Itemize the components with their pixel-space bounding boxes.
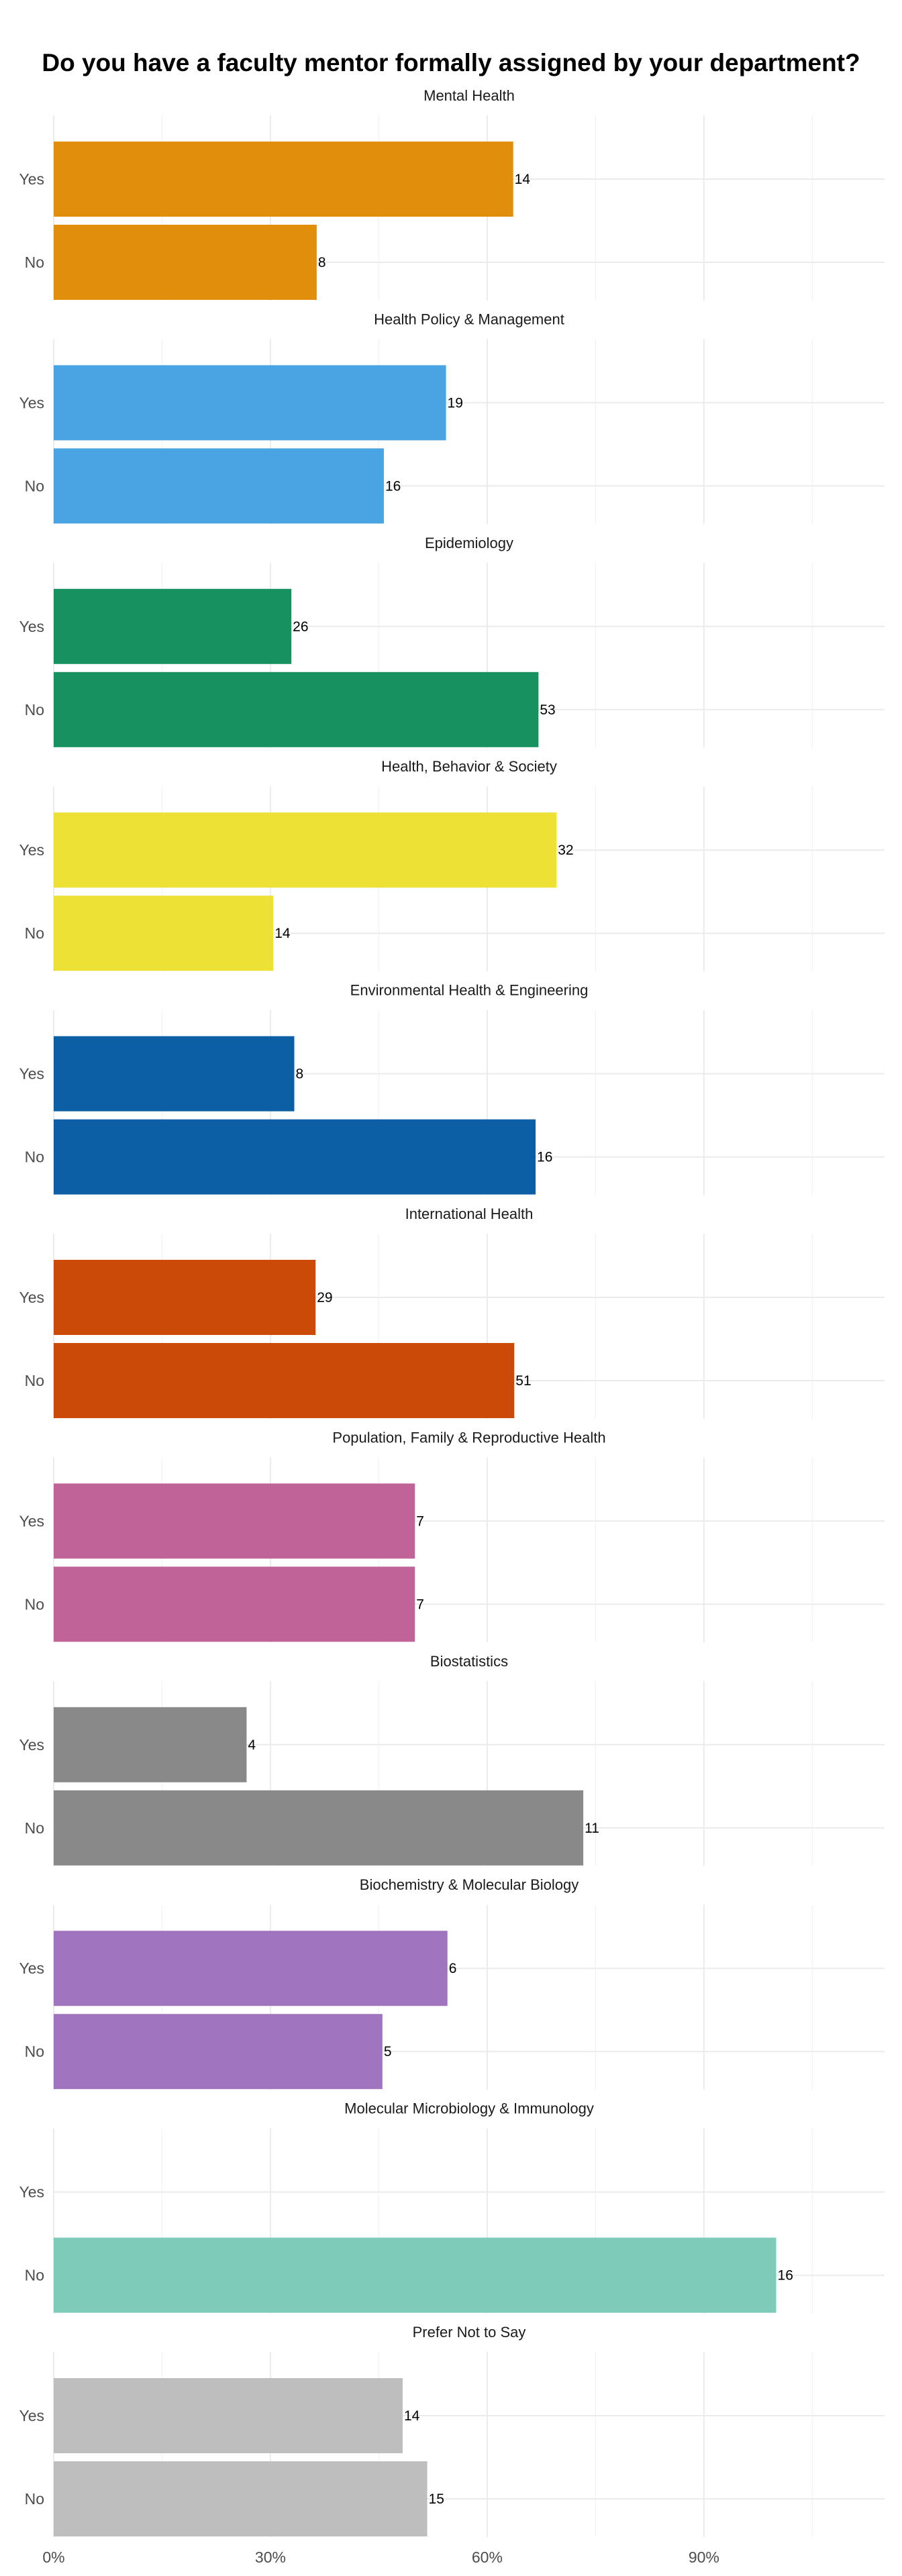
category-label: Yes (19, 841, 44, 859)
category-label: Yes (19, 1512, 44, 1529)
category-label: No (25, 2043, 44, 2060)
bar-value-label: 11 (585, 1821, 599, 1836)
bar (54, 2461, 428, 2536)
category-label: No (25, 924, 44, 942)
bar (54, 1931, 448, 2006)
category-label: No (25, 701, 44, 718)
bar-value-label: 53 (540, 702, 555, 718)
category-label: Yes (19, 394, 44, 411)
bar-value-label: 14 (404, 2408, 420, 2424)
category-label: Yes (19, 170, 44, 188)
bar (54, 2014, 383, 2090)
panel-title: Biostatistics (430, 1653, 508, 1670)
bar (54, 672, 539, 747)
bar-value-label: 16 (385, 478, 401, 494)
bar-value-label: 16 (778, 2268, 793, 2284)
bar-value-label: 6 (449, 1961, 457, 1976)
bar (54, 1343, 515, 1418)
bar-value-label: 8 (318, 255, 326, 270)
category-label: No (25, 2267, 44, 2284)
x-tick-label: 30% (255, 2548, 286, 2566)
category-label: No (25, 1372, 44, 1389)
category-label: Yes (19, 2407, 44, 2424)
bar (54, 588, 292, 664)
bar-value-label: 32 (558, 843, 573, 858)
category-label: Yes (19, 1736, 44, 1754)
x-tick-label: 0% (42, 2548, 64, 2566)
panel-title: Epidemiology (425, 535, 513, 551)
bar-value-label: 8 (295, 1067, 303, 1082)
bar (54, 2378, 403, 2453)
panel-title: Health Policy & Management (374, 311, 564, 327)
bar-value-label: 15 (429, 2491, 444, 2507)
bar (54, 1119, 536, 1195)
bar (54, 812, 557, 888)
category-label: No (25, 1595, 44, 1613)
category-label: Yes (19, 618, 44, 635)
bar-value-label: 7 (416, 1513, 424, 1529)
bar (54, 1036, 295, 1112)
chart-title: Do you have a faculty mentor formally as… (42, 49, 860, 76)
bar (54, 142, 513, 217)
bar-value-label: 51 (515, 1373, 531, 1389)
bar (54, 1790, 584, 1866)
panel-title: Health, Behavior & Society (381, 758, 557, 775)
bar-value-label: 26 (293, 619, 308, 635)
bar (54, 1483, 415, 1559)
bar (54, 2237, 776, 2313)
category-label: No (25, 2490, 44, 2508)
bar-value-label: 4 (248, 1737, 256, 1753)
bar (54, 225, 317, 300)
bar (54, 1566, 415, 1642)
category-label: Yes (19, 1065, 44, 1083)
x-tick-label: 60% (472, 2548, 503, 2566)
category-label: No (25, 1819, 44, 1837)
category-label: Yes (19, 1289, 44, 1306)
bar-value-label: 29 (317, 1290, 332, 1305)
panel-title: Biochemistry & Molecular Biology (360, 1876, 579, 1893)
bar (54, 448, 384, 524)
bar-value-label: 14 (515, 172, 531, 187)
bar (54, 365, 446, 441)
panel-title: International Health (405, 1205, 534, 1222)
category-label: No (25, 254, 44, 271)
x-tick-label: 90% (689, 2548, 719, 2566)
bar-value-label: 14 (274, 926, 291, 941)
bar (54, 1260, 316, 1335)
panel-title: Mental Health (423, 87, 515, 104)
panel-title: Population, Family & Reproductive Health (332, 1429, 605, 1446)
panel-title: Prefer Not to Say (413, 2324, 526, 2341)
panel-title: Molecular Microbiology & Immunology (344, 2100, 594, 2117)
panel-title: Environmental Health & Engineering (350, 982, 589, 999)
bar (54, 896, 274, 971)
category-label: Yes (19, 1960, 44, 1977)
category-label: No (25, 1148, 44, 1166)
bar (54, 1707, 247, 1782)
bar-value-label: 16 (537, 1150, 552, 1165)
bar-value-label: 5 (384, 2044, 392, 2059)
bar-value-label: 19 (448, 395, 463, 411)
category-label: Yes (19, 2184, 44, 2201)
category-label: No (25, 477, 44, 494)
bar-value-label: 7 (416, 1597, 424, 1612)
